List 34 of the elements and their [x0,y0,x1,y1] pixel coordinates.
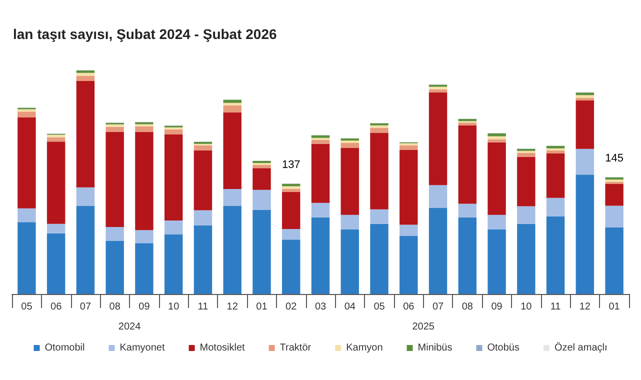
legend-label: Kamyonet [120,342,165,354]
legend-label: Minibüs [418,342,452,354]
x-tick-label: 06 [403,302,415,312]
x-tick-label: 09 [138,302,150,312]
x-tick-label: 06 [50,302,62,312]
legend-label: Motosiklet [200,342,246,354]
text: 2025 [412,322,435,332]
x-tick-label: 05 [374,302,386,312]
x-tick-label: 05 [21,302,33,312]
x-tick-label: 10 [168,302,180,312]
x-tick-label: 11 [550,302,562,312]
legend-label: Otomobil [44,342,85,354]
x-tick-label: 03 [314,302,326,312]
x-tick-label: 07 [80,302,92,312]
annotation: 145 [605,152,624,165]
x-tick-label: 01 [256,302,268,312]
x-tick-label: 07 [432,302,444,312]
x-tick-label: 02 [286,302,298,312]
x-tick-label: 10 [520,302,532,312]
text: 2024 [118,322,142,332]
x-tick-label: 01 [608,302,620,312]
x-tick-label: 09 [491,302,503,312]
x-tick-label: 04 [344,302,356,312]
x-tick-label: 08 [462,302,474,312]
legend-label: Traktör [280,342,312,354]
legend-label: Kamyon [346,342,383,354]
x-tick-label: 08 [109,302,121,312]
x-tick-label: 12 [226,302,238,312]
x-tick-label: 11 [198,302,209,312]
annotation: 137 [282,158,300,171]
x-tick-label: 12 [579,302,591,312]
chart-title: lan taşıt sayısı, Şubat 2024 - Şubat 2026 [13,26,277,42]
legend-label: Özel amaçlı [554,342,608,354]
legend-label: Otobüs [487,342,520,354]
